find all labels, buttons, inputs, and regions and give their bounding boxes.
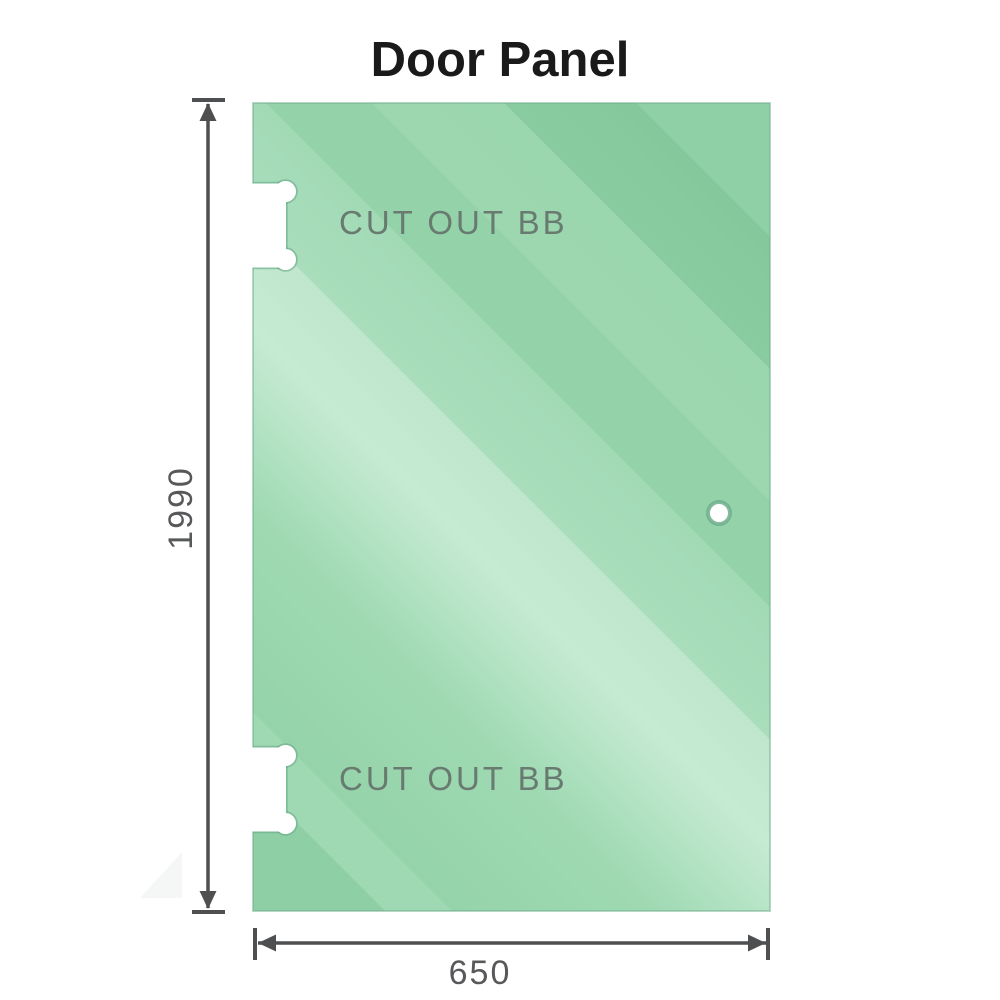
width-dimension-arrow-right: [748, 934, 766, 952]
height-dimension-arrow-up: [199, 103, 217, 121]
height-dimension-cap-bottom: [192, 910, 225, 914]
hinge-cutout-top: [250, 181, 296, 270]
page-title: Door Panel: [370, 33, 630, 87]
width-dimension-label: 650: [448, 954, 512, 992]
height-dimension-cap-top: [192, 98, 225, 102]
height-dimension-label: 1990: [162, 466, 200, 550]
width-dimension-tick-left: [253, 928, 257, 960]
height-dimension-arrow-down: [199, 891, 217, 909]
hinge-cutout-top-hole-upper-fill: [275, 181, 296, 202]
hinge-cutout-bottom: [250, 745, 296, 834]
glass-panel: [252, 102, 771, 912]
cutout-label-top: CUT OUT BB: [339, 204, 568, 241]
width-dimension-tick-right: [766, 928, 770, 960]
hinge-cutout-top-hole-lower-fill: [275, 249, 296, 270]
cutout-label-bottom: CUT OUT BB: [339, 760, 568, 797]
reflection-artifact: [140, 852, 182, 898]
handle-hole: [706, 500, 732, 526]
width-dimension-arrow-left: [258, 934, 276, 952]
hinge-cutout-bottom-hole-lower-fill: [275, 813, 296, 834]
height-dimension: [192, 98, 225, 914]
width-dimension: [253, 928, 770, 960]
hinge-cutout-bottom-hole-upper-fill: [275, 745, 296, 766]
